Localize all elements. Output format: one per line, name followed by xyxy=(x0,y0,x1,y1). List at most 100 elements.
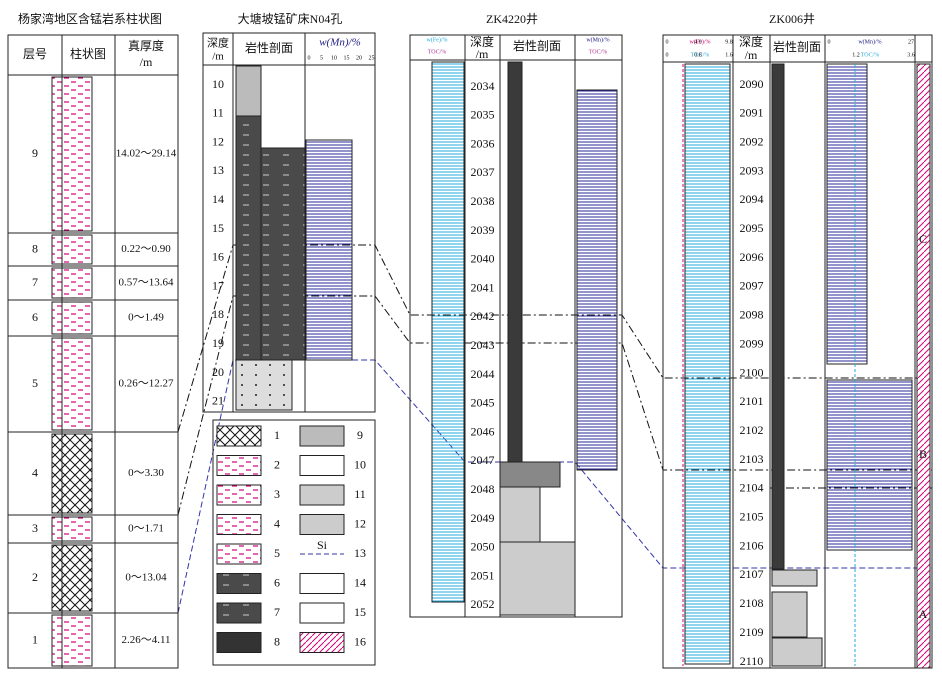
zone-label: C xyxy=(919,232,927,246)
depth-label: 2102 xyxy=(740,423,764,437)
label: 岩性剖面 xyxy=(773,39,821,54)
legend-swatch xyxy=(299,632,345,653)
depth-label: 2105 xyxy=(740,510,764,524)
label: /m xyxy=(140,55,153,69)
layer-id: 1 xyxy=(32,632,38,646)
label: /m xyxy=(476,47,489,61)
depth-label: 2110 xyxy=(740,654,764,668)
column-pattern xyxy=(51,267,93,299)
depth-label: 2050 xyxy=(471,540,495,554)
tick-label: 9.8 xyxy=(725,39,733,45)
tick-label: 20 xyxy=(356,55,362,61)
depth-label: 2103 xyxy=(740,452,764,466)
depth-label: 2092 xyxy=(740,134,764,148)
depth-label: 2099 xyxy=(740,336,764,350)
column-pattern xyxy=(51,76,93,232)
label: /m xyxy=(745,48,758,62)
legend-number: 9 xyxy=(357,428,363,442)
depth-label: 15 xyxy=(212,221,224,235)
legend-swatch xyxy=(216,602,262,624)
legend-number: 10 xyxy=(354,457,366,471)
tick-label: 5 xyxy=(320,55,323,61)
tick-label: 15 xyxy=(344,55,350,61)
tick-label: 0 xyxy=(828,39,831,45)
layer-thickness: 0.26～12.27 xyxy=(119,378,174,390)
tick-label: 0 xyxy=(308,55,311,61)
layer-id: 5 xyxy=(32,376,38,390)
tick-label: 0.8 xyxy=(694,52,702,58)
label: TOC/% xyxy=(428,49,447,55)
tick-label: 1.2 xyxy=(852,52,860,58)
legend-swatch xyxy=(299,573,345,594)
zone-label: A xyxy=(919,607,928,621)
legend-number: 8 xyxy=(274,634,280,648)
depth-label: 2096 xyxy=(740,250,764,264)
legend-swatch xyxy=(299,455,345,476)
layer-id: 7 xyxy=(32,275,38,289)
lithology xyxy=(235,115,262,361)
depth-label: 2091 xyxy=(740,106,764,120)
layer-id: 4 xyxy=(32,465,38,479)
layer-id: 8 xyxy=(32,241,38,255)
layer-thickness: 2.26～4.11 xyxy=(121,634,170,646)
depth-label: 2040 xyxy=(471,252,495,266)
layer-id: 6 xyxy=(32,310,38,324)
label: TOC/% xyxy=(691,52,710,58)
panel xyxy=(202,32,376,413)
legend-number: 4 xyxy=(274,516,280,530)
fe-bars xyxy=(431,61,465,603)
label: w(Mn)/% xyxy=(319,37,361,49)
title: ZK4220井 xyxy=(486,12,538,26)
tick-label: 10 xyxy=(331,55,337,61)
depth-label: 16 xyxy=(212,250,224,264)
legend-number: 13 xyxy=(354,546,366,560)
label: w(Fe)/% xyxy=(427,36,448,43)
tick-label: 1.6 xyxy=(725,52,733,58)
tick-label: 27 xyxy=(908,39,914,45)
tick-label: 25 xyxy=(369,55,375,61)
legend-number: 3 xyxy=(274,487,280,501)
layer-thickness: 0～1.49 xyxy=(128,312,164,324)
depth-label: 2035 xyxy=(471,108,495,122)
label: w(Mn)/% xyxy=(586,36,609,43)
legend-swatch xyxy=(216,484,262,506)
depth-label: 13 xyxy=(212,163,224,177)
layer-id: 2 xyxy=(32,570,38,584)
depth-label: 2039 xyxy=(471,223,495,237)
legend-swatch xyxy=(299,484,345,506)
depth-label: 20 xyxy=(212,365,224,379)
depth-label: 2042 xyxy=(471,309,495,323)
lithology xyxy=(771,63,785,570)
legend-swatch xyxy=(299,425,345,447)
lithology xyxy=(499,486,541,543)
depth-label: 2052 xyxy=(471,597,495,611)
depth-label: 2107 xyxy=(740,567,764,581)
fe-bars xyxy=(684,63,731,665)
legend-number: 12 xyxy=(354,516,366,530)
depth-label: 14 xyxy=(212,192,224,206)
depth-label: 12 xyxy=(212,134,224,148)
depth-label: 2041 xyxy=(471,280,495,294)
depth-label: 2109 xyxy=(740,625,764,639)
title: 杨家湾地区含锰岩系柱状图 xyxy=(18,11,162,26)
depth-label: 2044 xyxy=(471,367,495,381)
depth-label: 2108 xyxy=(740,596,764,610)
depth-label: 18 xyxy=(212,307,224,321)
legend-number: 6 xyxy=(274,575,280,589)
column-pattern xyxy=(51,544,93,612)
layer-thickness: 14.02～29.14 xyxy=(116,148,177,160)
legend-number: 16 xyxy=(354,634,366,648)
lithology xyxy=(499,541,576,616)
panel xyxy=(409,34,623,618)
layer-thickness: 0～3.30 xyxy=(128,467,164,479)
depth-label: 2051 xyxy=(471,568,495,582)
depth-label: 21 xyxy=(212,394,224,408)
label: TOC/% xyxy=(861,52,880,58)
mn-bars xyxy=(305,139,353,361)
depth-label: 2097 xyxy=(740,279,764,293)
layer-thickness: 0～13.04 xyxy=(125,572,167,584)
label: 岩性剖面 xyxy=(245,40,293,55)
legend-number: 5 xyxy=(274,546,280,560)
title: 大塘坡锰矿床N04孔 xyxy=(238,11,343,26)
